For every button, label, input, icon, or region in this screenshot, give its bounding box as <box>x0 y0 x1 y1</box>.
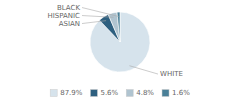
slice-labels: BLACKHISPANICASIAN WHITE <box>47 4 182 79</box>
legend-label: 87.9% <box>60 89 83 97</box>
pie <box>90 12 150 72</box>
legend-label: 5.6% <box>100 89 118 97</box>
slice-label: WHITE <box>160 70 183 78</box>
chart: BLACKHISPANICASIAN WHITE 87.9% 5.6% 4.8% 1.6% <box>0 0 240 100</box>
pie-slice <box>90 12 150 72</box>
slice-label: ASIAN <box>59 20 80 28</box>
slice-label: HISPANIC <box>47 12 80 20</box>
legend: 87.9% 5.6% 4.8% 1.6% <box>50 89 190 97</box>
legend-label: 1.6% <box>172 89 190 97</box>
legend-swatch <box>162 90 169 97</box>
legend-swatch <box>50 90 57 97</box>
legend-label: 4.8% <box>136 89 154 97</box>
leader-line <box>82 16 114 18</box>
legend-item: 4.8% <box>126 89 154 97</box>
leader-line <box>129 66 158 74</box>
legend-swatch <box>90 90 97 97</box>
legend-swatch <box>126 90 133 97</box>
slice-label: BLACK <box>57 4 80 12</box>
leader-line <box>82 21 106 24</box>
legend-item: 1.6% <box>162 89 190 97</box>
leader-line <box>82 8 119 17</box>
legend-item: 5.6% <box>90 89 118 97</box>
legend-item: 87.9% <box>50 89 83 97</box>
